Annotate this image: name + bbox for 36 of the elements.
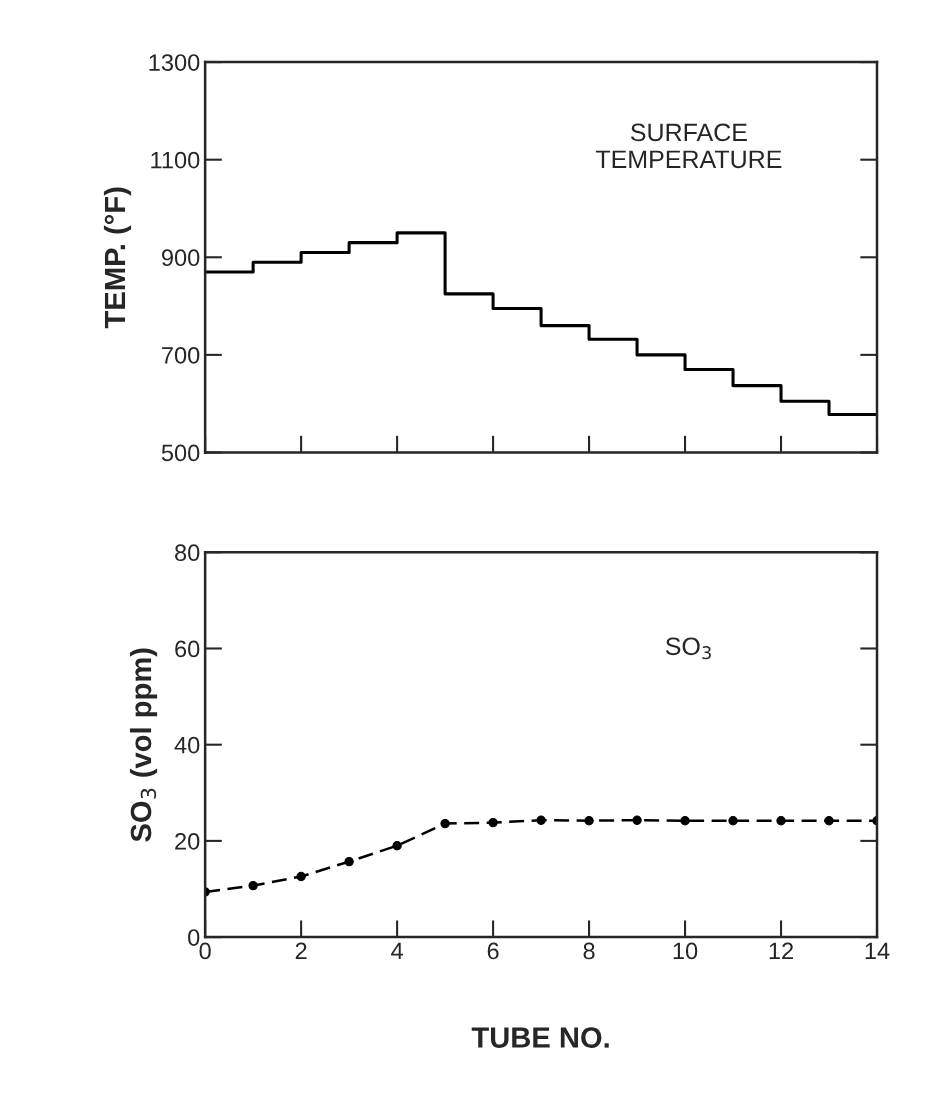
x-tick-label: 12 xyxy=(769,942,793,960)
y-tick-label: 1300 xyxy=(149,54,200,71)
point xyxy=(632,815,642,825)
y-axis-title: SO$_{3}$ (vol ppm) xyxy=(129,648,158,842)
x-tick-label: 4 xyxy=(391,942,403,960)
point xyxy=(248,880,258,891)
annotation: SURFACE TEMPERATURE xyxy=(595,123,782,169)
point xyxy=(824,816,834,826)
x-tick-label: 6 xyxy=(487,942,499,960)
y-tick-label: 40 xyxy=(174,736,200,754)
point xyxy=(584,816,594,826)
y-tick-label: 700 xyxy=(162,346,200,364)
x-tick-label: 8 xyxy=(583,942,595,960)
point xyxy=(728,816,738,826)
point xyxy=(392,841,402,851)
y-tick-label: 20 xyxy=(175,832,200,850)
x-tick-label: 10 xyxy=(673,942,698,960)
annotation: SO$_{3}$ xyxy=(665,637,711,660)
y-tick-label: 60 xyxy=(175,640,200,658)
y-axis-title: TEMP. (°F) xyxy=(103,187,132,329)
x-tick-label: 14 xyxy=(865,942,890,960)
y-tick-label: 0 xyxy=(188,929,200,946)
y-tick-label: 80 xyxy=(175,544,200,562)
y-tick-label: 900 xyxy=(161,249,200,267)
point xyxy=(536,815,546,825)
x-axis-title: TUBE NO. xyxy=(471,1027,609,1048)
y-tick-label: 1100 xyxy=(151,151,200,169)
point xyxy=(776,816,786,826)
point xyxy=(296,871,306,882)
y-tick-label: 500 xyxy=(161,444,200,462)
x-tick-label: 0 xyxy=(199,942,211,960)
point xyxy=(344,856,354,867)
point xyxy=(680,816,690,826)
point xyxy=(440,818,450,829)
x-tick-label: 2 xyxy=(295,942,307,960)
point xyxy=(488,817,498,828)
